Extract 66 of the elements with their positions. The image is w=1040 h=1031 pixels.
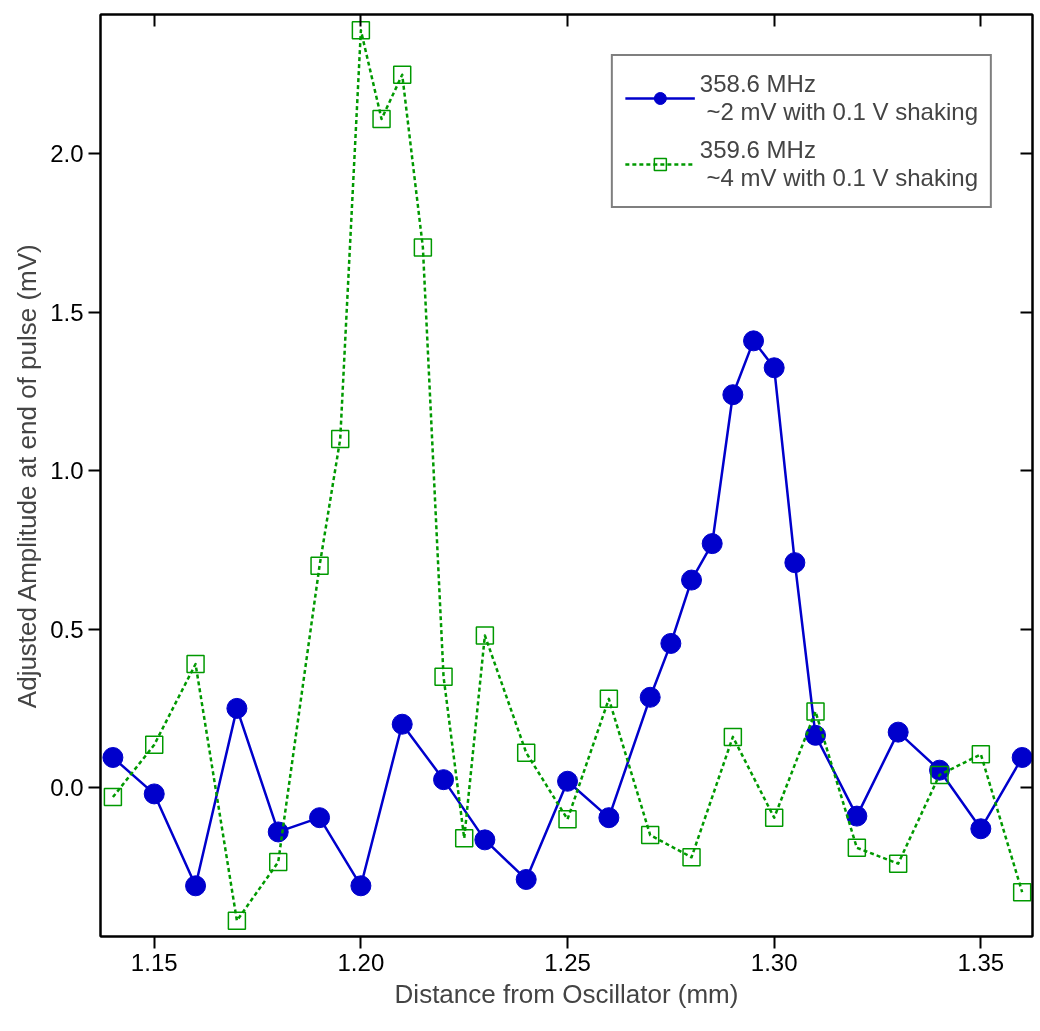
point — [598, 807, 620, 829]
point — [267, 821, 289, 843]
point — [515, 868, 537, 890]
point — [681, 569, 703, 591]
point — [1011, 747, 1033, 768]
point — [186, 654, 205, 674]
point — [474, 829, 496, 851]
point — [846, 805, 868, 827]
point — [639, 686, 661, 708]
x-tick-label: 1.20 — [337, 948, 385, 976]
point — [558, 810, 577, 829]
point — [475, 626, 495, 645]
point — [433, 769, 455, 791]
point — [144, 735, 164, 755]
y-axis-title: Adjusted Amplitude at end of pulse (mV) — [12, 244, 43, 709]
point — [887, 721, 909, 743]
point — [557, 770, 579, 792]
point — [309, 807, 331, 829]
point — [764, 808, 784, 827]
y-tick-label: 0.0 — [50, 774, 84, 802]
point — [847, 838, 867, 858]
x-axis-title: Distance from Oscillator (mm) — [394, 978, 739, 1009]
x-tick-label: 1.15 — [130, 948, 178, 976]
y-tick-label: 0.5 — [50, 615, 84, 643]
y-tick-label: 1.0 — [50, 457, 84, 485]
point — [372, 109, 391, 129]
point — [330, 429, 350, 449]
point — [722, 384, 744, 406]
point — [763, 357, 785, 379]
point — [806, 702, 825, 721]
point — [723, 727, 743, 747]
point — [454, 829, 474, 848]
point — [143, 783, 165, 805]
point — [226, 697, 248, 719]
point — [185, 875, 207, 897]
point — [392, 65, 412, 84]
point — [701, 533, 723, 555]
point — [227, 911, 247, 930]
point — [1012, 882, 1032, 902]
point — [434, 667, 453, 686]
point — [268, 852, 288, 872]
legend-label: 358.6 MHz ~2 mV with 0.1 V shaking — [699, 69, 978, 127]
point — [888, 854, 908, 873]
y-tick-label: 1.5 — [50, 298, 84, 326]
point — [391, 713, 413, 735]
x-tick-label: 1.35 — [957, 948, 1005, 976]
point — [413, 238, 433, 257]
legend-label: 359.6 MHz ~4 mV with 0.1 V shaking — [699, 135, 978, 193]
y-tick-label: 2.0 — [50, 140, 84, 168]
point — [930, 765, 949, 785]
point — [350, 875, 372, 897]
point — [351, 21, 371, 40]
point — [682, 848, 701, 867]
point — [784, 552, 806, 574]
point — [102, 747, 124, 768]
point — [310, 556, 329, 576]
point — [971, 745, 991, 764]
point — [103, 787, 123, 807]
point — [640, 825, 660, 845]
point — [743, 330, 765, 352]
point — [599, 689, 619, 709]
point — [660, 632, 682, 654]
x-tick-label: 1.30 — [750, 948, 798, 976]
point — [516, 743, 536, 762]
point — [970, 818, 992, 840]
x-tick-label: 1.25 — [544, 948, 591, 976]
